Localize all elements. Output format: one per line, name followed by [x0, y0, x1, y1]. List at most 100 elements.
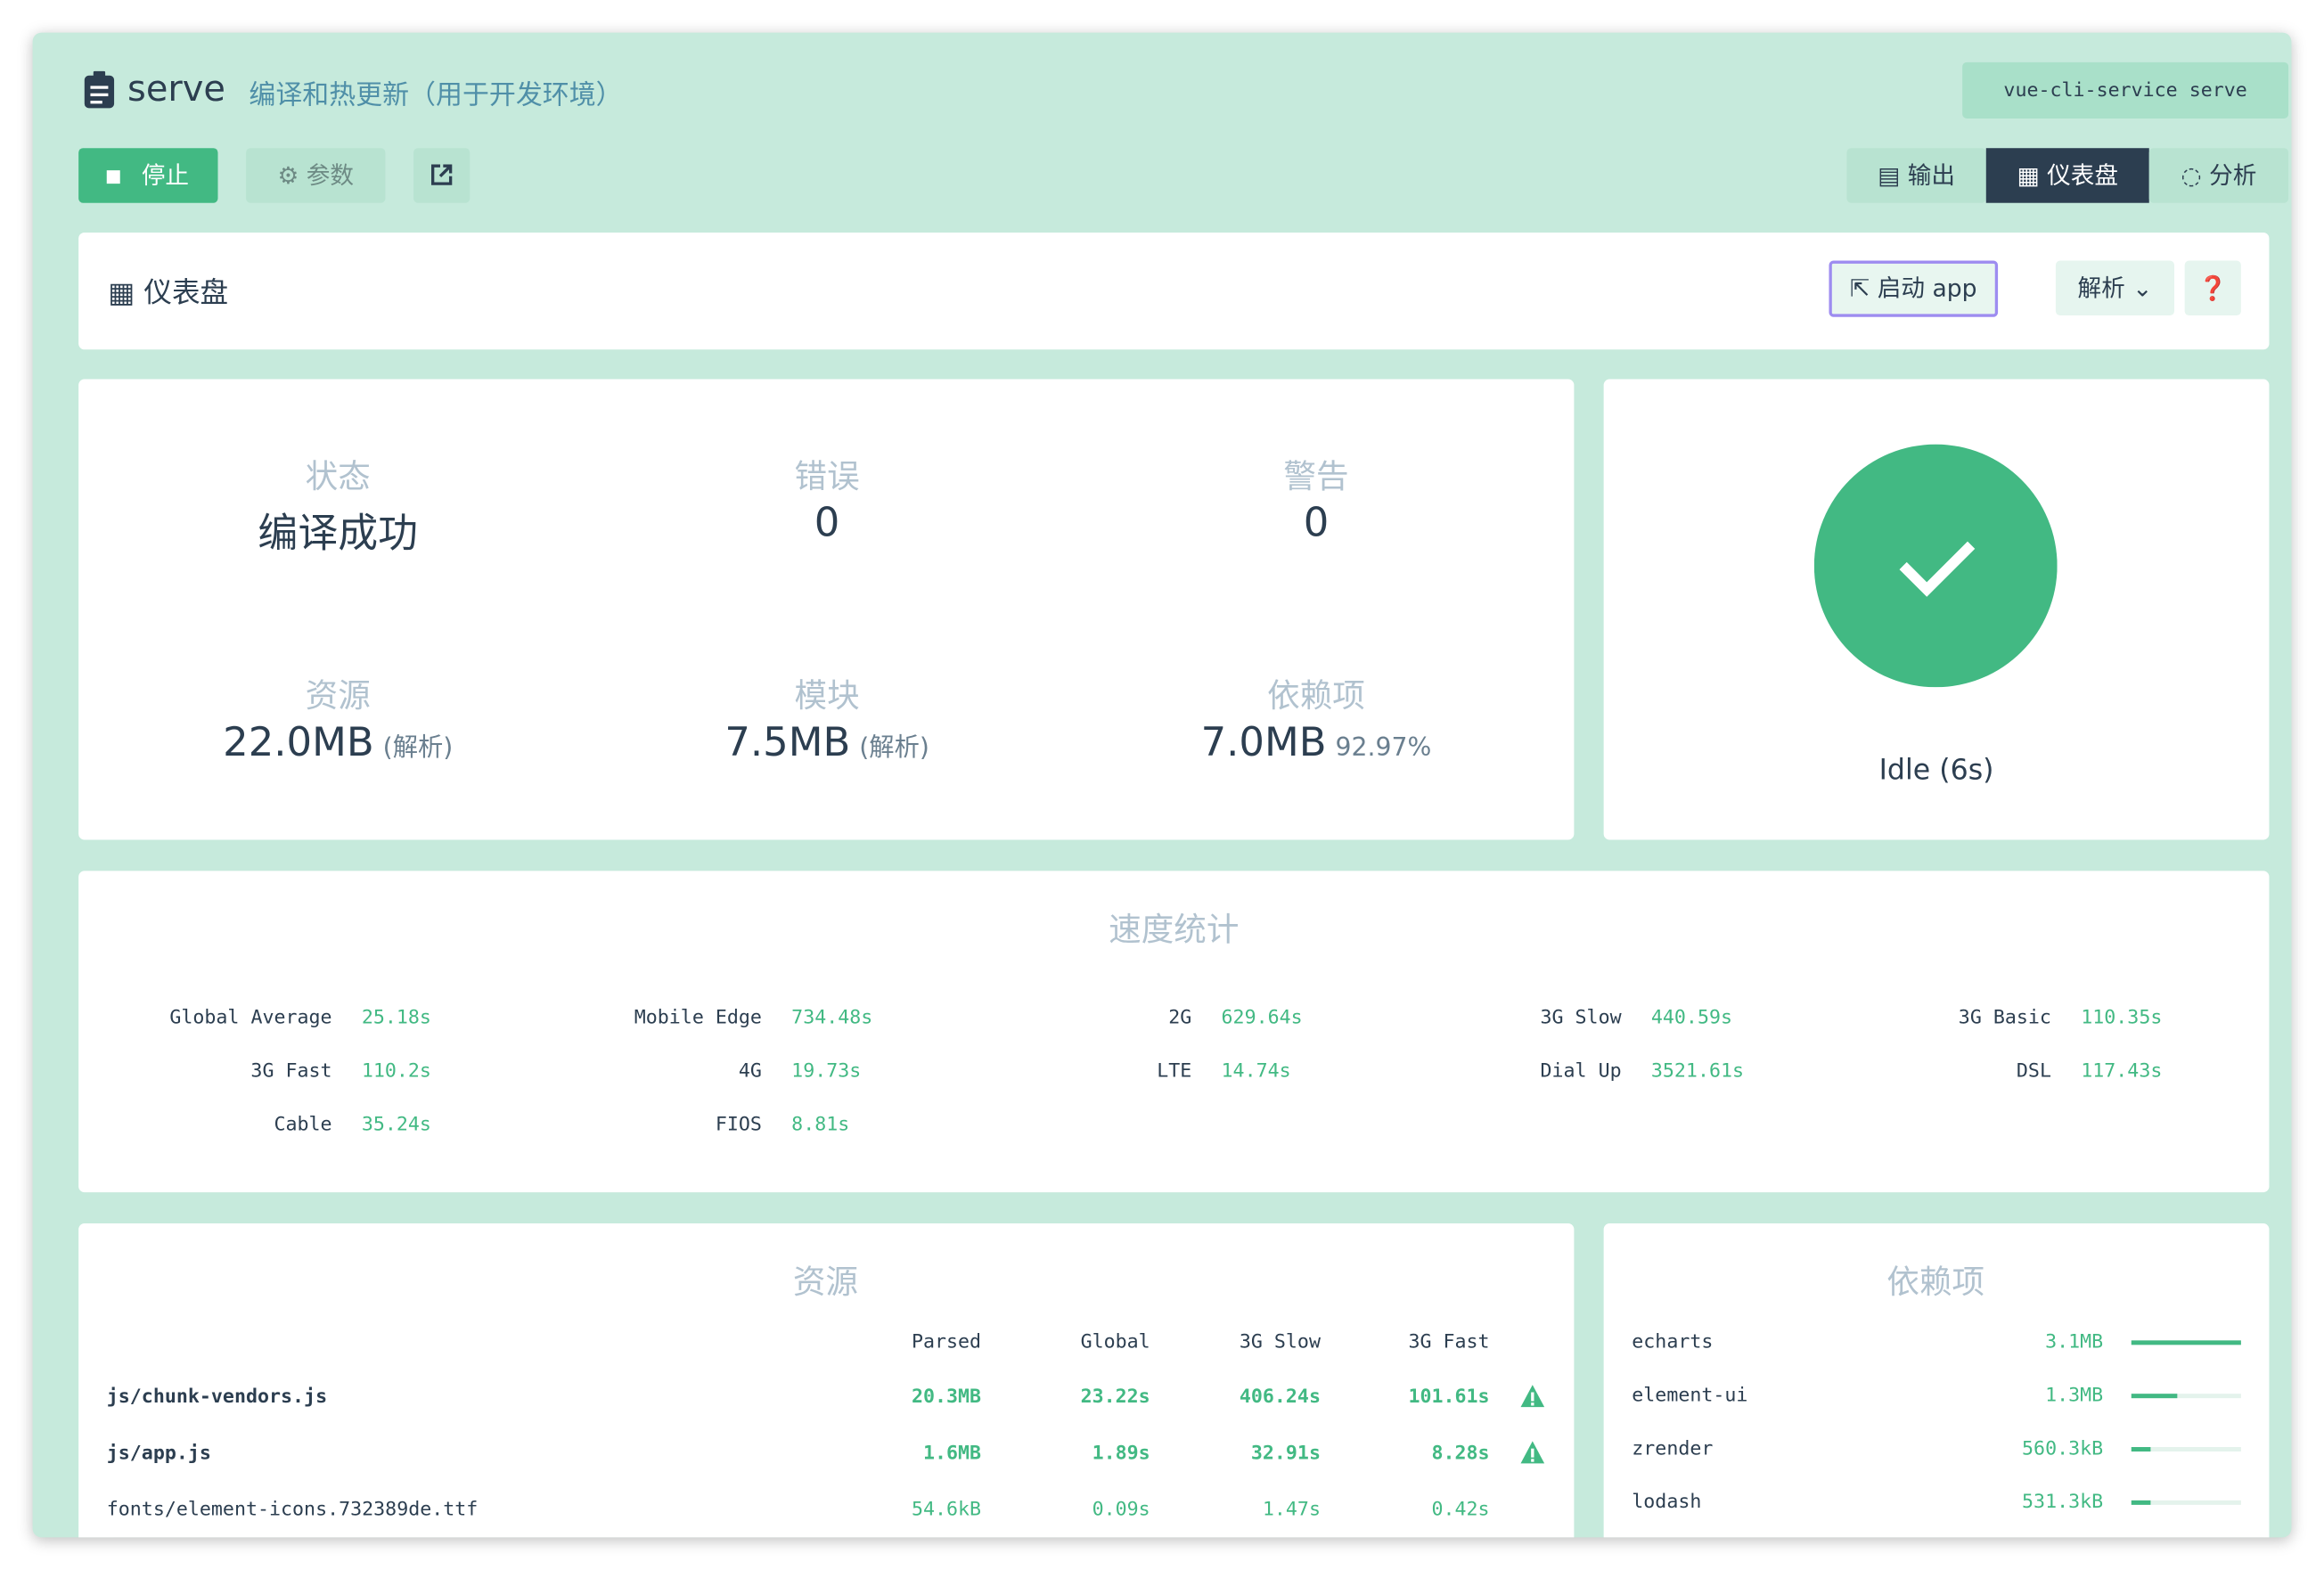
column-header: Global: [1080, 1331, 1150, 1354]
speed-value: 440.59s: [1650, 1007, 1733, 1030]
stat-value: 7.0MB 92.97%: [1093, 720, 1538, 766]
speed-value: 110.2s: [361, 1060, 431, 1083]
speed-name: Dial Up: [1540, 1060, 1622, 1083]
speed-value: 734.48s: [791, 1007, 873, 1030]
speed-value: 3521.61s: [1650, 1060, 1745, 1083]
dep-size: 1.3MB: [2045, 1385, 2104, 1408]
speed-name: 2G: [1168, 1007, 1192, 1030]
dep-size: 560.3kB: [2022, 1438, 2104, 1460]
tab-label: 分析: [2209, 161, 2257, 190]
stat-note: (解析): [382, 732, 454, 764]
asset-cell: 8.28s: [1431, 1443, 1490, 1465]
speed-value: 14.74s: [1221, 1060, 1291, 1083]
stat-label: 资源: [305, 678, 371, 715]
window: serve 编译和热更新（用于开发环境） vue-cli-service ser…: [32, 32, 2292, 1538]
speed-name: LTE: [1157, 1060, 1192, 1083]
stat-value: 7.5MB (解析): [605, 720, 1050, 766]
tab[interactable]: ◌ 分析: [2148, 148, 2289, 203]
dep-name: lodash: [1632, 1491, 1702, 1514]
params-button[interactable]: ⚙ 参数: [246, 148, 386, 203]
dep-name: echarts: [1632, 1331, 1714, 1354]
status-text: Idle (6s): [1878, 754, 1994, 787]
mode-select[interactable]: 解析 ⌄: [2055, 260, 2175, 316]
launch-button[interactable]: ⇱ 启动 app: [1829, 260, 1999, 317]
speed-name: Mobile Edge: [634, 1007, 762, 1030]
stat-value: 0: [1093, 501, 1538, 547]
assets-title: 资源: [792, 1264, 859, 1303]
asset-name: js/chunk-vendors.js: [106, 1386, 328, 1409]
dep-name: zrender: [1632, 1438, 1714, 1460]
dep-bar: [2131, 1447, 2151, 1452]
panel-header: ▦ 仪表盘 ⇱ 启动 app 解析 ⌄ ❓: [78, 232, 2270, 350]
stat-value-text: 22.0MB: [223, 719, 374, 766]
speed-value: 629.64s: [1221, 1007, 1303, 1030]
dep-bar: [2131, 1340, 2241, 1345]
asset-cell: 32.91s: [1250, 1443, 1321, 1465]
asset-cell: 54.6kB: [911, 1499, 982, 1522]
task-description: 编译和热更新（用于开发环境）: [249, 79, 623, 111]
tab-active[interactable]: ▦ 仪表盘: [1985, 148, 2149, 203]
asset-cell: 1.47s: [1262, 1499, 1321, 1522]
speed-value: 8.81s: [791, 1114, 850, 1136]
speed-value: 35.24s: [361, 1114, 431, 1136]
asset-cell: 0.09s: [1092, 1499, 1150, 1522]
asset-cell: 101.61s: [1408, 1386, 1490, 1409]
speed-name: DSL: [2016, 1060, 2051, 1083]
stat-label: 警告: [1283, 459, 1349, 496]
speed-value: 25.18s: [361, 1007, 431, 1030]
stop-button[interactable]: 停止: [78, 148, 218, 203]
stat-label: 模块: [794, 678, 860, 715]
mode-label: 解析: [2077, 274, 2125, 303]
status-card: Idle (6s): [1603, 379, 2270, 840]
stat-value: 22.0MB (解析): [116, 720, 561, 766]
speed-name: 3G Fast: [250, 1060, 332, 1083]
deps-card: 依赖项 echarts 3.1MB element-ui 1.3MB zrender 56…: [1603, 1223, 2270, 1538]
help-button[interactable]: ❓: [2184, 260, 2241, 316]
speed-name: Global Average: [169, 1007, 332, 1030]
assets-card: 资源 Parsed Global 3G Slow 3G Fast js/chunk-ve…: [78, 1223, 1575, 1538]
speed-name: 4G: [738, 1060, 762, 1083]
asset-name: js/app.js: [106, 1443, 211, 1465]
stat-note: 92.97%: [1335, 732, 1432, 764]
dep-bar: [2131, 1394, 2178, 1399]
dep-size: 531.3kB: [2022, 1491, 2104, 1514]
speed-name: 3G Slow: [1540, 1007, 1622, 1030]
tab[interactable]: ▤ 输出: [1846, 148, 1986, 203]
params-label: 参数: [306, 161, 355, 190]
dep-size: 3.1MB: [2045, 1331, 2104, 1354]
launch-label: 启动 app: [1877, 274, 1977, 303]
tab-label: 输出: [1907, 161, 1956, 190]
dep-name: element-ui: [1632, 1385, 1748, 1408]
stat-note: (解析): [859, 732, 929, 764]
speed-name: 3G Basic: [1958, 1007, 2051, 1030]
stats-card: 状态 编译成功 错误 0 警告 0 资源 22.0MB (解析) 模块 7.5MB (解析) 依赖项 7.…: [78, 379, 1575, 840]
stat-value-text: 0: [814, 500, 840, 547]
stat-label: 依赖项: [1267, 678, 1365, 715]
asset-cell: 23.22s: [1080, 1386, 1150, 1409]
stat-value-text: 0: [1303, 500, 1330, 547]
stat-value-text: 7.0MB: [1200, 719, 1327, 766]
asset-cell: 1.6MB: [922, 1443, 982, 1465]
column-header: 3G Slow: [1239, 1331, 1321, 1354]
speed-value: 19.73s: [791, 1060, 862, 1083]
open-button[interactable]: [413, 148, 471, 203]
speed-name: FIOS: [715, 1114, 762, 1136]
speed-value: 110.35s: [2081, 1007, 2163, 1030]
asset-cell: 20.3MB: [911, 1386, 982, 1409]
stat-value: 0: [605, 501, 1050, 547]
speed-title: 速度统计: [1109, 912, 1240, 950]
column-header: Parsed: [911, 1331, 982, 1354]
asset-name: fonts/element-icons.732389de.ttf: [106, 1499, 479, 1522]
speed-card: 速度统计 Global Average 25.18s Mobile Edge 734.…: [78, 871, 2270, 1193]
tab-label: 仪表盘: [2047, 161, 2118, 190]
command: vue-cli-service serve: [1962, 61, 2289, 119]
column-header: 3G Fast: [1408, 1331, 1490, 1354]
stat-value-text: 7.5MB: [724, 719, 851, 766]
stat-label: 状态: [305, 459, 371, 496]
task-title: serve: [127, 68, 225, 110]
asset-cell: 406.24s: [1239, 1386, 1321, 1409]
stop-label: 停止: [141, 161, 190, 190]
dep-bar-track: [2131, 1394, 2241, 1399]
asset-cell: 0.42s: [1431, 1499, 1490, 1522]
